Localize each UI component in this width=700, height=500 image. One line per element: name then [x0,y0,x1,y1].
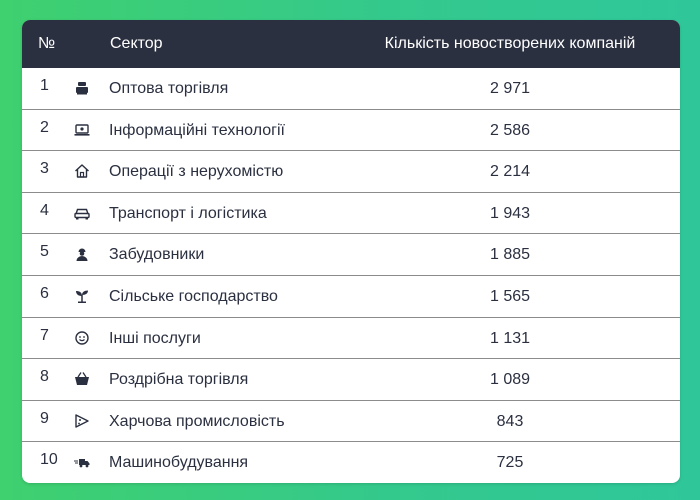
row-count: 725 [496,454,524,472]
car-icon [73,204,91,222]
row-count: 1 943 [489,204,531,222]
table-row: 9 Харчова промисловість 843 [22,401,680,443]
row-count: 843 [496,412,524,430]
row-sector: Харчова промисловість [109,412,285,430]
row-count: 2 971 [489,80,531,97]
row-sector: Роздрібна торгівля [109,371,249,389]
table-row: 6 Сільське господарство 1 565 [22,276,680,318]
row-count: 2 214 [489,163,531,181]
laptop-icon [73,121,91,139]
table-row: 10 Машинобудування 725 [22,442,680,483]
sprout-icon [73,287,91,305]
row-num: 8 [40,368,49,386]
table-row: 2 Інформаційні технології 2 586 [22,110,680,152]
smile-icon [73,329,91,347]
row-count: 1 131 [489,329,531,347]
row-num: 4 [40,201,49,219]
builder-icon [73,245,91,263]
table-row: 1 Оптова торгівля 2 971 [22,68,680,110]
row-count: 1 565 [489,287,531,305]
table-row: 7 Інші послуги 1 131 [22,318,680,360]
pizza-icon [73,412,91,430]
house-icon [73,162,91,180]
row-count: 1 089 [489,371,531,389]
row-num: 6 [40,284,49,302]
row-num: 9 [40,409,49,427]
row-count: 2 586 [489,121,531,139]
basket-icon [73,370,91,388]
truck-icon [73,453,91,471]
row-sector: Інші послуги [109,329,201,347]
row-sector: Інформаційні технології [109,121,285,139]
row-sector: Машинобудування [109,454,249,472]
wholesale-icon [73,79,91,97]
table-row: 5 Забудовники 1 885 [22,234,680,276]
row-num: 3 [40,160,49,178]
header-count: Кількість новостворених компаній [384,35,636,52]
table-body: 1 Оптова торгівля 2 971 2 Інформаційні т… [22,68,680,483]
row-num: 7 [40,326,49,344]
row-num: 2 [40,118,49,136]
table-row: 8 Роздрібна торгівля 1 089 [22,359,680,401]
row-sector: Сільське господарство [109,287,278,305]
row-sector: Операції з нерухомістю [109,163,284,181]
header-num: № [38,35,56,52]
table-row: 4 Транспорт і логістика 1 943 [22,193,680,235]
header-sector: Сектор [110,35,163,52]
row-count: 1 885 [489,246,531,264]
sector-table-card: № Сектор Кількість новостворених компані… [22,20,680,483]
row-num: 5 [40,243,49,261]
table-header: № Сектор Кількість новостворених компані… [22,20,680,68]
row-sector: Транспорт і логістика [109,204,267,222]
row-num: 10 [40,451,58,469]
row-num: 1 [40,77,49,94]
row-sector: Оптова торгівля [109,80,229,97]
row-sector: Забудовники [109,246,205,264]
table-row: 3 Операції з нерухомістю 2 214 [22,151,680,193]
